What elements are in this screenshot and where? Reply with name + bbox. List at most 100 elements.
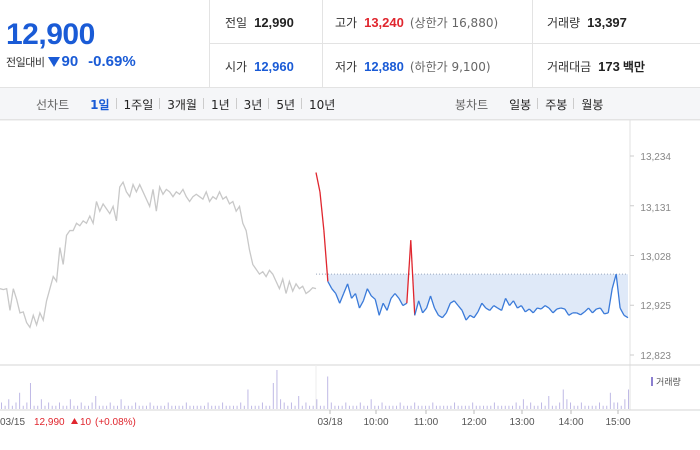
candle-daily[interactable]: 일봉 bbox=[509, 97, 532, 112]
stat-open: 시가 12,960 bbox=[210, 44, 323, 88]
candle-weekly[interactable]: 주봉 bbox=[537, 96, 574, 113]
volume-bar bbox=[570, 402, 572, 409]
volume-bar bbox=[160, 405, 162, 409]
series-segment bbox=[425, 295, 432, 309]
volume-bar bbox=[15, 402, 17, 409]
series-segment bbox=[504, 298, 511, 306]
stat-label: 시가 bbox=[225, 59, 248, 74]
series-segment bbox=[501, 298, 507, 311]
volume-bar bbox=[276, 370, 278, 409]
volume-bar bbox=[149, 402, 151, 409]
volume-bar bbox=[544, 405, 546, 409]
series-segment bbox=[315, 172, 321, 192]
stat-unit: 백만 bbox=[622, 59, 645, 74]
volume-bar bbox=[138, 405, 140, 409]
volume-bar bbox=[167, 402, 169, 409]
volume-bar bbox=[628, 389, 629, 409]
volume-bar bbox=[232, 405, 234, 409]
volume-bar bbox=[258, 405, 260, 409]
volume-bar bbox=[236, 405, 238, 409]
y-tick-label: 13,234 bbox=[640, 152, 671, 163]
volume-bar bbox=[624, 399, 626, 409]
volume-bar bbox=[330, 402, 332, 409]
period-1w[interactable]: 1주일 bbox=[115, 96, 161, 113]
series-segment bbox=[382, 302, 388, 311]
volume-bar bbox=[185, 402, 187, 409]
volume-bar bbox=[1, 402, 2, 409]
volume-bar bbox=[193, 405, 195, 409]
series-segment bbox=[445, 302, 451, 314]
candle-chart-label: 봉차트 bbox=[455, 97, 489, 112]
price-chart: 13,234 13,131 13,028 12,925 12,823 거래량 0… bbox=[0, 119, 700, 450]
candle-monthly[interactable]: 월봉 bbox=[573, 96, 610, 113]
series-segment bbox=[497, 307, 502, 312]
volume-bar bbox=[156, 405, 158, 409]
volume-bar bbox=[454, 402, 456, 409]
below-prev-area bbox=[316, 274, 628, 321]
series-segment bbox=[418, 300, 424, 314]
volume-legend: 거래량 bbox=[651, 376, 681, 387]
x-tick-label: 10:00 bbox=[363, 417, 388, 428]
volume-bar bbox=[613, 402, 615, 409]
period-5y[interactable]: 5년 bbox=[268, 96, 302, 113]
x-tick-label: 13:00 bbox=[509, 417, 534, 428]
volume-bar bbox=[588, 405, 590, 409]
volume-bar bbox=[425, 405, 427, 409]
period-1y[interactable]: 1년 bbox=[202, 96, 237, 113]
volume-bar bbox=[599, 402, 601, 409]
prev-price: 12,990 bbox=[34, 417, 65, 428]
x-tick-label: 14:00 bbox=[558, 417, 583, 428]
volume-bar bbox=[620, 405, 622, 409]
stat-high: 고가 13,240 (상한가 16,880) bbox=[323, 0, 533, 44]
series-segment bbox=[532, 307, 538, 314]
volume-bar bbox=[164, 405, 166, 409]
series-segment bbox=[402, 302, 408, 307]
series-segment bbox=[362, 288, 368, 301]
lower-limit: (하한가 9,100) bbox=[409, 59, 491, 74]
series-segment bbox=[429, 295, 436, 309]
volume-bar bbox=[120, 399, 122, 409]
volume-bar bbox=[548, 396, 550, 409]
volume-bar bbox=[91, 402, 93, 409]
period-1d[interactable]: 1일 bbox=[90, 97, 110, 112]
stat-value: 13,397 bbox=[587, 14, 627, 30]
volume-bar bbox=[367, 405, 369, 409]
volume-bar bbox=[428, 405, 430, 409]
price-chart-svg: 13,234 13,131 13,028 12,925 12,823 거래량 0… bbox=[0, 119, 700, 428]
period-3m[interactable]: 3개월 bbox=[159, 96, 204, 113]
volume-bar bbox=[399, 402, 401, 409]
volume-bar bbox=[135, 402, 137, 409]
series-segment bbox=[517, 305, 522, 309]
series-segment bbox=[512, 300, 518, 309]
volume-bar bbox=[58, 402, 60, 409]
prev-day-footer: 03/15 12,990 10 (+0.08%) bbox=[0, 417, 136, 428]
series-segment bbox=[465, 314, 471, 321]
volume-bar bbox=[87, 405, 89, 409]
volume-bar bbox=[174, 405, 176, 409]
down-triangle-icon bbox=[48, 56, 61, 67]
current-price: 12,900 bbox=[6, 18, 95, 51]
series-segment bbox=[469, 314, 475, 319]
volume-bar bbox=[406, 405, 408, 409]
volume-bar bbox=[102, 405, 104, 409]
series-segment bbox=[548, 307, 554, 314]
volume-bar bbox=[22, 405, 24, 409]
volume-bar bbox=[591, 405, 593, 409]
volume-bar bbox=[66, 405, 68, 409]
volume-bar bbox=[69, 399, 71, 409]
period-10y[interactable]: 10년 bbox=[301, 96, 342, 113]
volume-bar bbox=[417, 405, 419, 409]
volume-bar bbox=[178, 405, 180, 409]
period-3y[interactable]: 3년 bbox=[235, 96, 270, 113]
series-segment bbox=[576, 312, 581, 316]
volume-bar bbox=[533, 405, 535, 409]
stat-value: 12,990 bbox=[254, 14, 294, 30]
volume-bar bbox=[580, 402, 582, 409]
volume-bar bbox=[475, 405, 477, 409]
volume-bar bbox=[446, 405, 448, 409]
change-percent: -0.69% bbox=[88, 53, 136, 70]
volume-bar bbox=[243, 405, 245, 409]
volume-bar bbox=[200, 405, 202, 409]
stat-value: 173 bbox=[598, 58, 620, 74]
series-segment bbox=[599, 307, 605, 315]
